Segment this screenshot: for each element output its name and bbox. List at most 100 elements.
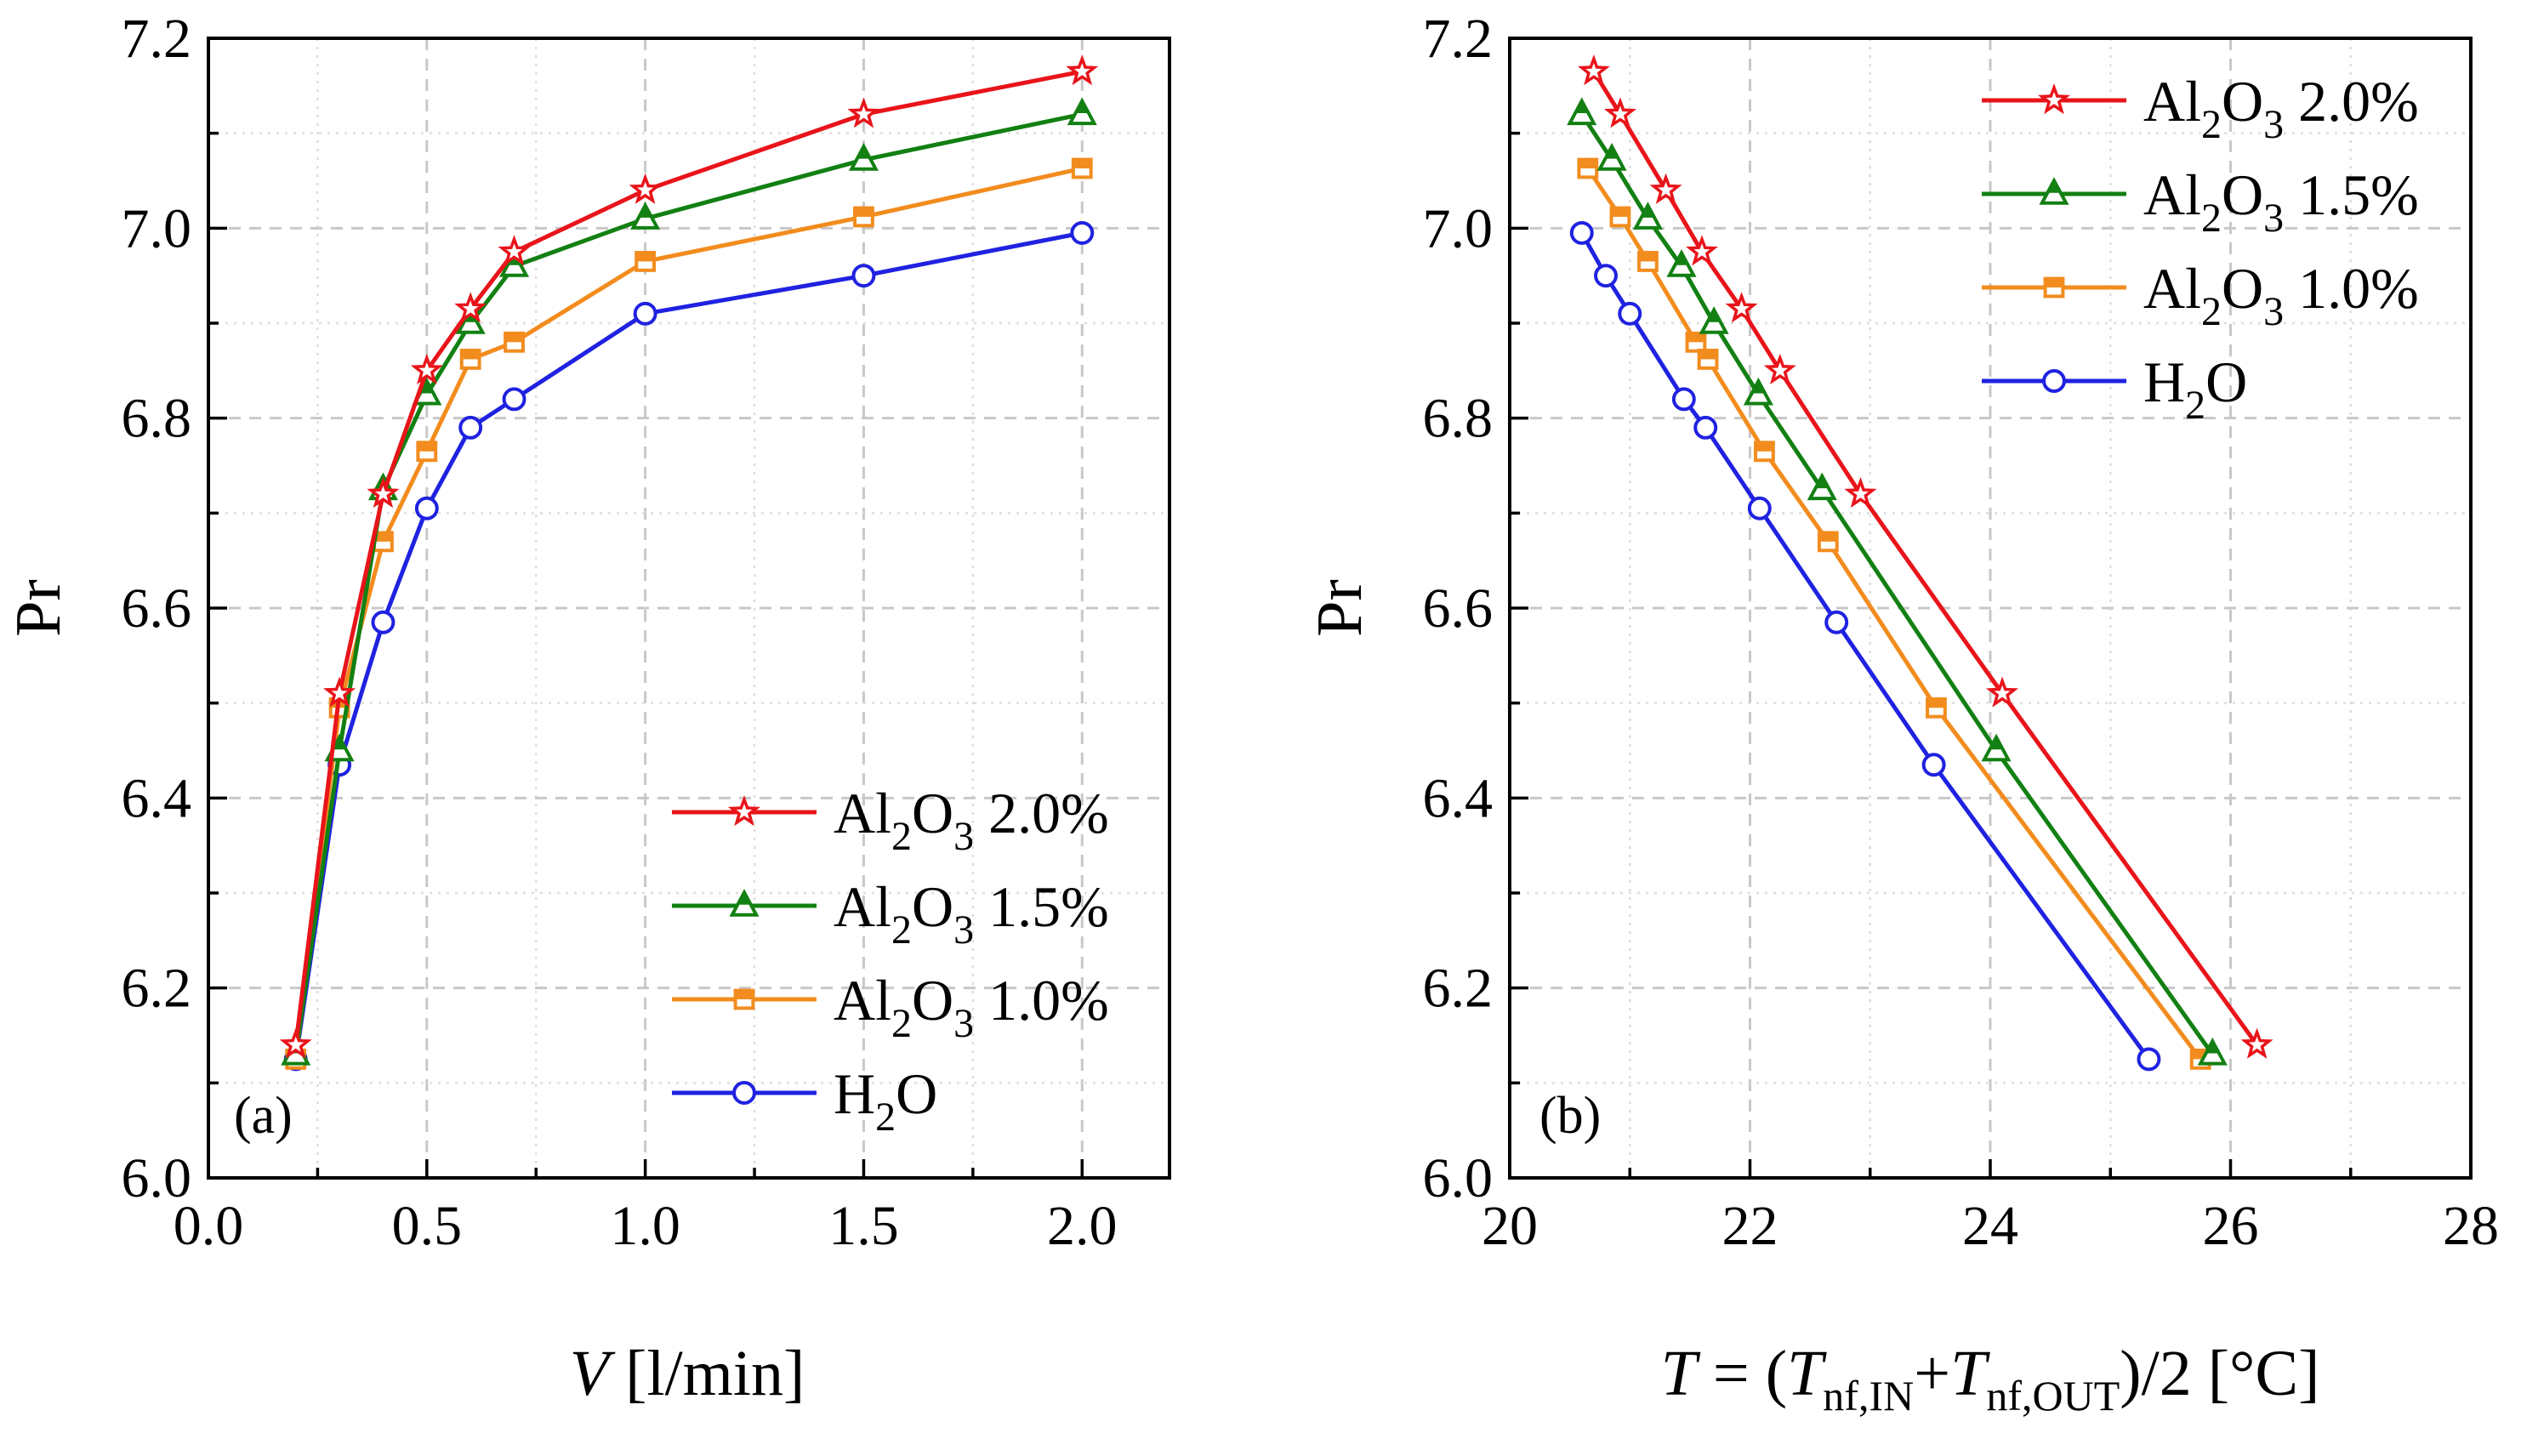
x-tick-label: 0.0 xyxy=(174,1195,244,1257)
x-tick-label: 2.0 xyxy=(1047,1195,1118,1257)
legend-label-part: 3 xyxy=(2263,102,2284,147)
x-tick-label: 1.5 xyxy=(828,1195,899,1257)
panel-b-ticks: 20 22 24 26 286.06.26.46.66.87.07.2 xyxy=(1423,8,2500,1257)
y-tick-label: 6.4 xyxy=(1423,767,1494,829)
panel-b-point-h2o xyxy=(1824,610,1849,634)
legend-marker xyxy=(2042,369,2066,393)
panel-b-point-al2o3-1-0 xyxy=(1609,206,1631,228)
panel-b-grid xyxy=(1510,38,2471,1178)
panel-b-y-title: Pr xyxy=(1304,579,1375,637)
legend-label-part: H xyxy=(834,1061,875,1126)
panel-a-point-h2o xyxy=(502,387,526,412)
panel-a-legend-entry-al2o3-2-0: Al2O3 2.0% xyxy=(672,781,1109,859)
panel-a: 0.0 0.5 1.0 1.5 2.06.06.26.46.66.87.07.2 Pr … xyxy=(3,8,1171,1409)
panel-b-x-sub2: nf,OUT xyxy=(1986,1372,2120,1419)
legend-marker xyxy=(2037,82,2071,115)
panel-a-point-h2o xyxy=(414,496,439,520)
legend-label-part: Al xyxy=(834,781,891,845)
panel-b-x-tail: )/2 [°C] xyxy=(2120,1338,2319,1409)
panel-b-point-al2o3-1-5 xyxy=(1981,733,2012,762)
panel-b-legend-entry-h2o: H2O xyxy=(1982,350,2247,428)
legend-label-part: 2 xyxy=(2201,196,2222,241)
panel-a-point-al2o3-1-0 xyxy=(635,251,657,272)
panel-b-point-al2o3-2-0 xyxy=(1649,173,1682,204)
panel-a-series-al2o3-2-0 xyxy=(279,54,1099,1059)
legend-label-part: 3 xyxy=(2263,196,2284,241)
panel-b-point-al2o3-1-0 xyxy=(1754,441,1775,463)
y-tick-label: 7.0 xyxy=(122,197,192,259)
panel-a-point-al2o3-1-0 xyxy=(1071,157,1093,179)
legend-label-part: 2.0% xyxy=(974,781,1109,845)
panel-a-point-al2o3-2-0 xyxy=(410,353,443,384)
legend-label-part: 2 xyxy=(891,907,912,953)
panel-a-point-al2o3-2-0 xyxy=(367,477,400,509)
panel-b-point-al2o3-2-0 xyxy=(1686,235,1718,266)
legend-label-part: 2 xyxy=(875,1095,896,1140)
panel-a-point-h2o xyxy=(851,264,876,288)
legend-marker xyxy=(732,1081,756,1105)
y-tick-label: 6.6 xyxy=(122,577,192,640)
panel-b-series-h2o xyxy=(1569,220,2161,1072)
panel-b-x-T1: T xyxy=(1787,1338,1827,1409)
legend-marker xyxy=(733,988,755,1010)
legend-marker xyxy=(2043,276,2065,299)
legend-label-part: 2 xyxy=(2201,289,2222,334)
legend-label-part: O xyxy=(912,874,953,939)
x-tick-label: 24 xyxy=(1962,1195,2018,1257)
panel-b-point-al2o3-1-5 xyxy=(2197,1037,2228,1066)
panel-a-point-al2o3-1-5 xyxy=(630,202,661,230)
panel-b-point-al2o3-1-5 xyxy=(1666,249,1697,277)
legend-label-part: 2 xyxy=(891,1001,912,1046)
panel-a-point-h2o xyxy=(1070,220,1095,245)
legend-label-part: H xyxy=(2143,350,2185,414)
legend-label-part: O xyxy=(2222,256,2263,321)
x-tick-label: 20 xyxy=(1482,1195,1538,1257)
panel-b-legend-entry-al2o3-2-0: Al2O3 2.0% xyxy=(1982,69,2419,147)
legend-marker xyxy=(727,794,761,827)
legend-label-part: O xyxy=(896,1061,937,1126)
y-tick-label: 6.8 xyxy=(1423,388,1494,450)
legend-label-part: 2 xyxy=(891,814,912,859)
panel-a-point-al2o3-2-0 xyxy=(1066,54,1099,86)
legend-marker xyxy=(729,889,760,917)
panel-a-legend: Al2O3 2.0%Al2O3 1.5%Al2O3 1.0%H2O xyxy=(672,781,1109,1140)
legend-label-part: O xyxy=(2222,69,2263,134)
panel-b-point-al2o3-1-0 xyxy=(1697,349,1719,370)
legend-label-part: Al xyxy=(834,874,891,939)
panel-a-point-al2o3-1-5 xyxy=(1067,97,1097,126)
panel-a-point-al2o3-2-0 xyxy=(629,173,662,204)
panel-a-ticks: 0.0 0.5 1.0 1.5 2.0 6.0 6.2 6.4 6.6 6.8 7.0 7.2 xyxy=(122,8,1118,1257)
panel-a-legend-entry-al2o3-1-5: Al2O3 1.5% xyxy=(672,874,1109,953)
panel-a-point-al2o3-2-0 xyxy=(279,1027,312,1059)
y-tick-label: 7.2 xyxy=(1423,8,1494,70)
legend-label-part: 2.0% xyxy=(2284,69,2419,134)
legend-label-part: 3 xyxy=(2263,289,2284,334)
legend-label-part: Al xyxy=(2143,69,2201,134)
legend-label-part: O xyxy=(912,781,953,845)
panel-b-point-h2o xyxy=(1569,220,1594,245)
panel-a-point-al2o3-1-0 xyxy=(853,206,874,228)
panel-b-point-h2o xyxy=(1618,301,1642,326)
legend-label-part: O xyxy=(2222,162,2263,227)
panel-b-point-al2o3-1-5 xyxy=(1743,377,1773,406)
panel-b-x-eq: = ( xyxy=(1697,1338,1787,1409)
panel-a-x-var: V xyxy=(570,1338,616,1409)
panel-a-x-title: V [l/min] xyxy=(570,1338,805,1409)
panel-b-point-al2o3-1-5 xyxy=(1567,97,1597,126)
panel-b-point-al2o3-2-0 xyxy=(1725,292,1758,323)
panel-a-point-h2o xyxy=(633,301,657,326)
legend-label: Al2O3 2.0% xyxy=(834,781,1109,859)
panel-b-point-al2o3-2-0 xyxy=(1763,353,1796,384)
panel-b-point-h2o xyxy=(1747,496,1772,520)
panel-b-point-al2o3-1-0 xyxy=(1926,697,1947,719)
x-tick-label: 26 xyxy=(2203,1195,2259,1257)
panel-b-point-al2o3-2-0 xyxy=(1986,676,2019,708)
legend-label: Al2O3 1.0% xyxy=(2143,256,2419,334)
legend-label-part: Al xyxy=(2143,162,2201,227)
panel-a-x-unit: [l/min] xyxy=(609,1338,805,1409)
panel-a-point-h2o xyxy=(458,415,483,440)
panel-b-series xyxy=(1567,54,2273,1072)
panel-a-point-al2o3-2-0 xyxy=(323,676,356,708)
legend-label-part: 2 xyxy=(2185,383,2205,428)
